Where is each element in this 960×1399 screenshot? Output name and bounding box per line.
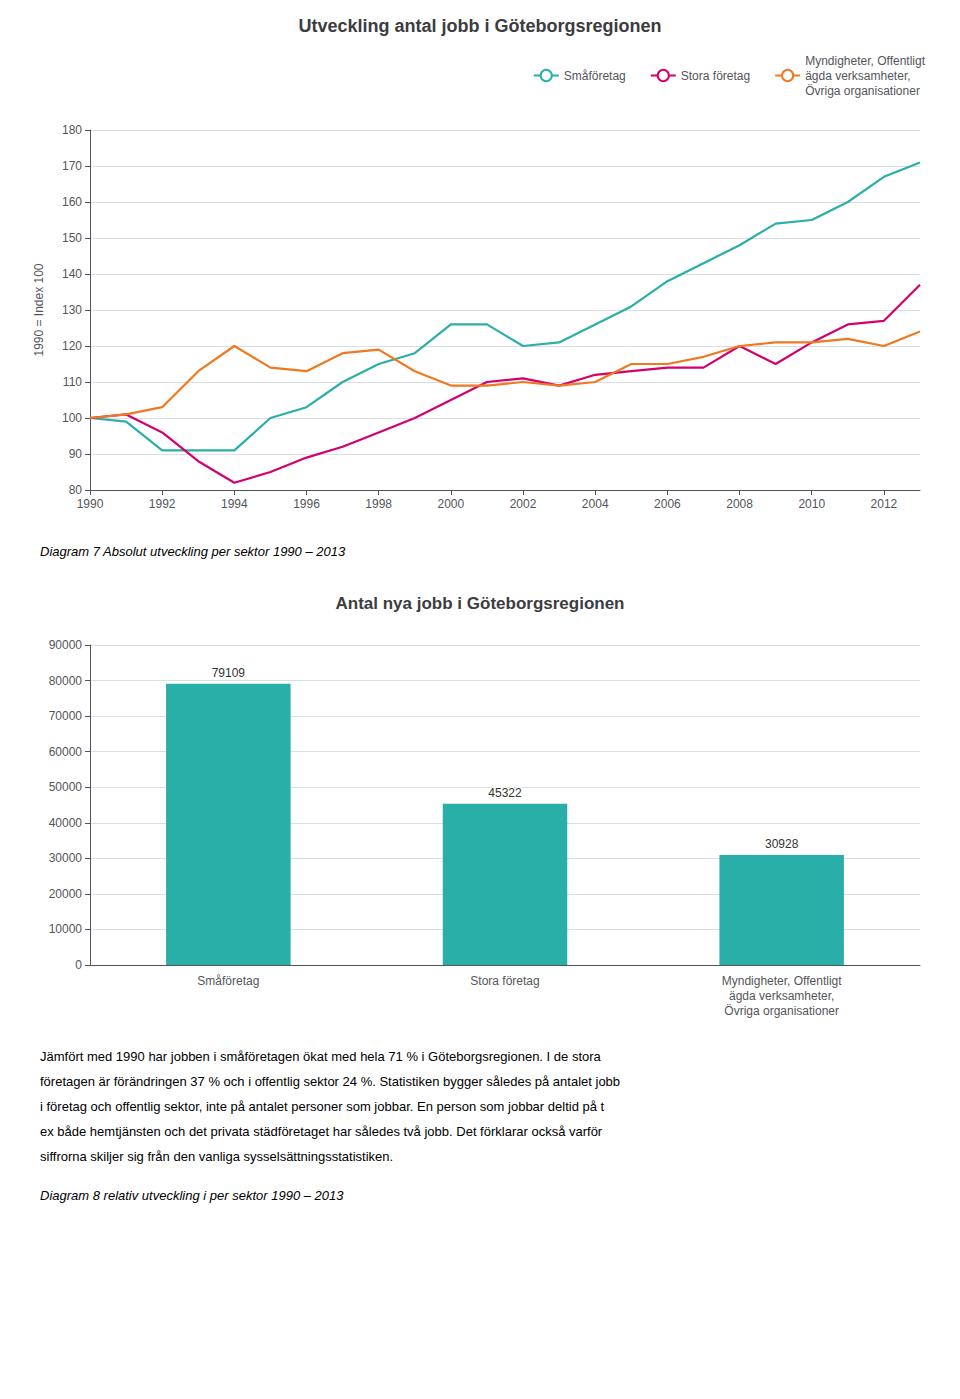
svg-text:2002: 2002 (510, 497, 537, 511)
svg-text:i företag och offentlig sektor: i företag och offentlig sektor, inte på … (40, 1099, 605, 1114)
svg-text:ägda verksamheter,: ägda verksamheter, (729, 989, 834, 1003)
svg-text:130: 130 (62, 303, 82, 317)
svg-text:90: 90 (69, 447, 83, 461)
svg-text:Stora företag: Stora företag (470, 974, 539, 988)
svg-text:Diagram 7 Absolut utveckling p: Diagram 7 Absolut utveckling per sektor … (40, 544, 346, 559)
svg-text:79109: 79109 (212, 666, 246, 680)
svg-text:0: 0 (75, 958, 82, 972)
svg-text:45322: 45322 (488, 786, 522, 800)
svg-text:1990 = Index 100: 1990 = Index 100 (32, 263, 46, 356)
svg-text:70000: 70000 (49, 709, 83, 723)
svg-text:2008: 2008 (726, 497, 753, 511)
svg-text:Antal nya jobb i Göteborgsregi: Antal nya jobb i Göteborgsregionen (335, 594, 624, 613)
svg-text:2012: 2012 (871, 497, 898, 511)
svg-text:2006: 2006 (654, 497, 681, 511)
svg-text:10000: 10000 (49, 922, 83, 936)
svg-text:1994: 1994 (221, 497, 248, 511)
svg-text:40000: 40000 (49, 816, 83, 830)
svg-text:Småföretag: Småföretag (564, 69, 626, 83)
svg-text:1992: 1992 (149, 497, 176, 511)
svg-text:20000: 20000 (49, 887, 83, 901)
svg-text:Jämfört med 1990 har jobben i: Jämfört med 1990 har jobben i småföretag… (40, 1049, 602, 1064)
svg-text:2004: 2004 (582, 497, 609, 511)
svg-text:90000: 90000 (49, 638, 83, 652)
svg-text:150: 150 (62, 231, 82, 245)
svg-text:110: 110 (63, 375, 82, 389)
svg-text:ägda verksamheter,: ägda verksamheter, (805, 69, 910, 83)
svg-text:Utveckling antal jobb i Götebo: Utveckling antal jobb i Göteborgsregione… (298, 16, 661, 36)
svg-text:Övriga organisationer: Övriga organisationer (805, 84, 920, 98)
svg-text:30000: 30000 (49, 851, 83, 865)
svg-text:140: 140 (62, 267, 82, 281)
svg-text:Småföretag: Småföretag (197, 974, 259, 988)
svg-text:Stora företag: Stora företag (681, 69, 750, 83)
svg-text:Diagram 8 relativ utveckling i: Diagram 8 relativ utveckling i per sekto… (40, 1188, 344, 1203)
svg-text:Myndigheter, Offentligt: Myndigheter, Offentligt (722, 974, 843, 988)
svg-text:2000: 2000 (438, 497, 465, 511)
svg-text:siffrorna skiljer sig från den: siffrorna skiljer sig från den vanliga s… (40, 1149, 393, 1164)
svg-text:120: 120 (62, 339, 82, 353)
svg-text:företagen är förändringen 37 %: företagen är förändringen 37 % och i off… (40, 1074, 620, 1089)
svg-text:170: 170 (62, 159, 82, 173)
svg-text:1996: 1996 (293, 497, 320, 511)
svg-text:1990: 1990 (77, 497, 104, 511)
svg-text:Myndigheter, Offentligt: Myndigheter, Offentligt (805, 54, 926, 68)
svg-text:Övriga organisationer: Övriga organisationer (724, 1004, 839, 1018)
svg-text:80: 80 (69, 483, 83, 497)
svg-text:160: 160 (62, 195, 82, 209)
svg-text:180: 180 (62, 123, 82, 137)
svg-text:2010: 2010 (798, 497, 825, 511)
svg-text:100: 100 (62, 411, 82, 425)
svg-text:ex både hemtjänsten och det pr: ex både hemtjänsten och det privata städ… (40, 1124, 603, 1139)
svg-text:60000: 60000 (49, 745, 83, 759)
svg-text:80000: 80000 (49, 674, 83, 688)
svg-text:30928: 30928 (765, 837, 799, 851)
svg-text:1998: 1998 (365, 497, 392, 511)
svg-text:50000: 50000 (49, 780, 83, 794)
